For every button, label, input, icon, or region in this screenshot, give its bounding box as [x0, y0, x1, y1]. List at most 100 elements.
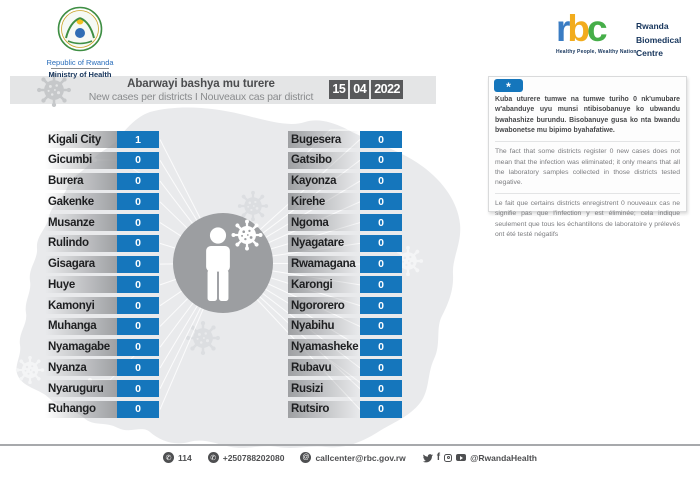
- district-label: Huye: [45, 276, 117, 294]
- district-row: Huye 0: [45, 276, 159, 294]
- district-row: Karongi 0: [288, 276, 402, 294]
- district-label: Kayonza: [288, 172, 360, 190]
- district-row: Bugesera 0: [288, 131, 402, 148]
- district-row: Kirehe 0: [288, 193, 402, 211]
- phone-icon: ✆: [163, 452, 175, 463]
- district-row: Muhanga 0: [45, 317, 159, 335]
- district-case-count: 0: [360, 193, 402, 211]
- district-label: Nyabihu: [288, 317, 360, 335]
- rbc-letter-c: c: [587, 8, 608, 49]
- rbc-logo: rbc Healthy People, Wealthy Nation Rwand…: [556, 10, 696, 59]
- district-row: Nyaruguru 0: [45, 380, 159, 398]
- district-case-count: 0: [360, 297, 402, 315]
- rbc-wordmark: rbc: [556, 10, 696, 48]
- district-row: Rulindo 0: [45, 234, 159, 252]
- rbc-name-line: Biomedical: [636, 34, 682, 45]
- district-label: Gisagara: [45, 255, 117, 273]
- twitter-icon: [422, 453, 433, 462]
- district-row: Gakenke 0: [45, 193, 159, 211]
- district-label: Ngororero: [288, 297, 360, 315]
- date-month: 04: [350, 80, 370, 99]
- district-case-count: 0: [117, 172, 159, 190]
- district-column-right: Bugesera 0 Gatsibo 0 Kayonza 0 Kirehe 0 Ngoma 0 Ny…: [288, 131, 402, 418]
- rbc-name-line: Rwanda: [636, 21, 669, 31]
- district-row: Kigali City 1: [45, 131, 159, 148]
- district-case-count: 0: [360, 255, 402, 273]
- email-item: @ callcenter@rbc.gov.rw: [300, 452, 406, 463]
- district-label: Musanze: [45, 214, 117, 232]
- district-case-count: 0: [360, 234, 402, 252]
- district-case-count: 0: [360, 338, 402, 356]
- district-case-count: 0: [360, 317, 402, 335]
- date-year: 2022: [371, 80, 403, 99]
- district-case-count: 0: [117, 359, 159, 377]
- district-row: Gatsibo 0: [288, 151, 402, 169]
- notice-french: Le fait que certains districts enregistr…: [495, 200, 680, 238]
- district-row: Rubavu 0: [288, 359, 402, 377]
- page-title: Abarwayi bashya mu turere: [127, 78, 275, 90]
- phone-item: ✆ +250788202080: [207, 452, 284, 463]
- district-label: Nyamasheke: [288, 338, 360, 356]
- district-label: Ruhango: [45, 400, 117, 418]
- district-label: Rubavu: [288, 359, 360, 377]
- district-label: Nyaruguru: [45, 380, 117, 398]
- hotline-number: 114: [178, 452, 192, 463]
- social-item: f @RwandaHealth: [422, 453, 537, 463]
- virus-icon: [231, 219, 263, 251]
- district-case-count: 0: [360, 151, 402, 169]
- district-row: Nyagatare 0: [288, 234, 402, 252]
- asterisk-badge: *: [494, 79, 523, 94]
- district-row: Ngoma 0: [288, 214, 402, 232]
- district-case-count: 0: [360, 172, 402, 190]
- district-row: Ruhango 0: [45, 400, 159, 418]
- district-case-count: 0: [117, 193, 159, 211]
- notice-divider: [495, 193, 680, 195]
- district-case-count: 0: [117, 151, 159, 169]
- district-row: Nyamasheke 0: [288, 338, 402, 356]
- rbc-tagline: Healthy People, Wealthy Nation: [556, 49, 637, 55]
- district-label: Gakenke: [45, 193, 117, 211]
- district-column-left: Kigali City 1 Gicumbi 0 Burera 0 Gakenke 0 Musan…: [45, 131, 159, 418]
- footer-contacts: ✆ 114 ✆ +250788202080 @ callcenter@rbc.g…: [0, 452, 700, 463]
- district-label: Karongi: [288, 276, 360, 294]
- rbc-name-line: Centre: [636, 48, 663, 59]
- district-row: Gisagara 0: [45, 255, 159, 273]
- notice-kinyarwanda: Kuba uturere tumwe na tumwe turiho 0 nk'…: [495, 96, 680, 135]
- district-label: Rusizi: [288, 380, 360, 398]
- report-date: 15 04 2022: [329, 80, 403, 99]
- date-day: 15: [329, 80, 349, 99]
- district-label: Muhanga: [45, 317, 117, 335]
- district-label: Kirehe: [288, 193, 360, 211]
- district-case-count: 0: [360, 214, 402, 232]
- decor-virus-icon: [15, 355, 45, 385]
- page-subtitle: New cases per districts I Nouveaux cas p…: [88, 91, 314, 103]
- email-address: callcenter@rbc.gov.rw: [315, 452, 406, 463]
- youtube-icon: [456, 454, 467, 461]
- email-icon: @: [300, 452, 312, 463]
- district-label: Kamonyi: [45, 297, 117, 315]
- district-row: Rusizi 0: [288, 380, 402, 398]
- district-label: Burera: [45, 172, 117, 190]
- district-case-count: 0: [117, 380, 159, 398]
- district-case-count: 0: [117, 276, 159, 294]
- district-label: Ngoma: [288, 214, 360, 232]
- instagram-icon: [444, 453, 453, 462]
- person-virus-emblem: [173, 213, 273, 313]
- district-row: Nyabihu 0: [288, 317, 402, 335]
- rbc-name: Rwanda Biomedical Centre: [636, 20, 681, 61]
- district-case-count: 0: [117, 214, 159, 232]
- district-row: Burera 0: [45, 172, 159, 190]
- notice-divider: [495, 141, 680, 143]
- district-case-count: 0: [360, 276, 402, 294]
- notice-english: The fact that some districts register 0 …: [495, 148, 680, 186]
- district-row: Nyanza 0: [45, 359, 159, 377]
- hotline-item: ✆ 114: [163, 452, 192, 463]
- district-case-count: 0: [360, 131, 402, 148]
- district-row: Gicumbi 0: [45, 151, 159, 169]
- district-label: Gicumbi: [45, 151, 117, 169]
- district-label: Bugesera: [288, 131, 360, 148]
- district-case-count: 0: [360, 400, 402, 418]
- district-label: Rwamagana: [288, 255, 360, 273]
- district-label: Rulindo: [45, 234, 117, 252]
